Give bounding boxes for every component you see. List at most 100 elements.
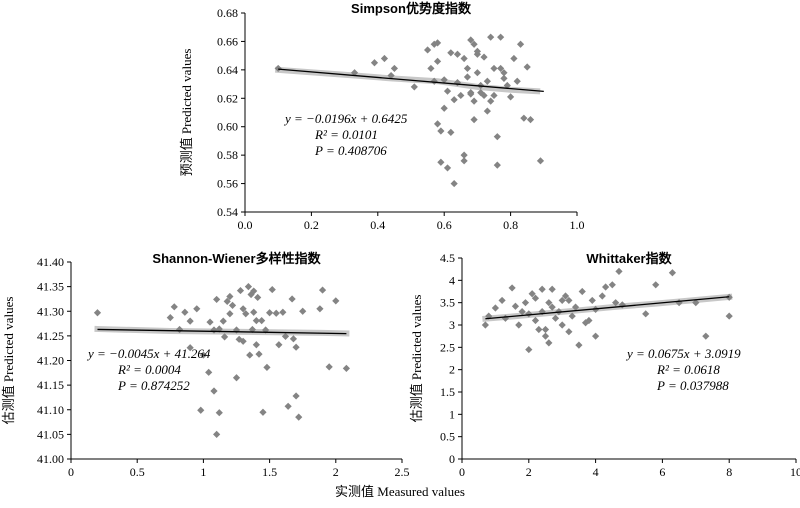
- x-tick-label: 0.6: [437, 218, 452, 232]
- data-point: [299, 307, 307, 315]
- data-point: [226, 292, 234, 301]
- data-point: [410, 83, 418, 91]
- data-point: [481, 321, 489, 329]
- y-tick-label: 3: [449, 318, 455, 332]
- data-point: [181, 308, 189, 316]
- data-point: [370, 59, 379, 67]
- data-point: [463, 64, 472, 73]
- data-point: [558, 321, 566, 329]
- data-point: [497, 33, 505, 41]
- y-tick-label: 0.54: [217, 205, 238, 219]
- data-point: [467, 90, 475, 98]
- data-point: [483, 77, 491, 85]
- data-point: [565, 296, 573, 305]
- data-point: [197, 406, 205, 414]
- x-tick-label: 0: [68, 465, 74, 479]
- data-point: [316, 305, 324, 313]
- data-point: [608, 281, 616, 289]
- x-tick-label: 4: [593, 465, 599, 479]
- y-tick-label: 0.58: [217, 148, 238, 162]
- data-point: [228, 301, 237, 309]
- x-tick-label: 0.2: [304, 218, 319, 232]
- y-tick-label: 41.00: [37, 452, 64, 466]
- data-point: [166, 314, 174, 322]
- data-point: [516, 40, 525, 48]
- x-tick-label: 0.4: [370, 218, 385, 232]
- data-point: [430, 77, 438, 85]
- data-point: [592, 332, 600, 340]
- data-point: [541, 332, 550, 340]
- data-point: [268, 285, 276, 294]
- regression-line: [278, 68, 544, 93]
- data-point: [525, 345, 533, 354]
- data-point: [252, 317, 260, 325]
- regression-equation: y = −0.0045x + 41.264: [86, 346, 211, 361]
- data-point: [210, 326, 218, 334]
- data-point: [93, 309, 102, 317]
- data-point: [480, 53, 488, 61]
- data-point: [497, 64, 505, 73]
- y-tick-label: 0.5: [440, 430, 455, 444]
- data-point: [531, 294, 540, 302]
- data-point: [487, 97, 495, 105]
- data-point: [288, 295, 296, 303]
- scatter-chart-3: 0 0.5 1 1.5 2 2.5 3 3.5 4 4.5 0 2 4 6 8 10 Whittaker指数估测…: [409, 251, 800, 479]
- r-squared-label: R² = 0.0101: [314, 127, 378, 142]
- x-tick-label: 6: [659, 465, 665, 479]
- data-point: [440, 76, 448, 84]
- data-point: [175, 325, 184, 334]
- data-point: [491, 304, 499, 312]
- data-point: [430, 40, 438, 48]
- data-point: [460, 54, 468, 63]
- data-point: [292, 392, 300, 400]
- data-point: [424, 46, 432, 54]
- y-tick-label: 4.5: [440, 251, 455, 265]
- data-point: [541, 325, 550, 334]
- data-point: [259, 408, 267, 416]
- y-tick-label: 0.56: [217, 177, 238, 191]
- data-point: [274, 64, 282, 73]
- data-point: [281, 332, 290, 340]
- data-point: [289, 335, 298, 343]
- data-point: [262, 326, 270, 334]
- data-point: [652, 281, 660, 289]
- data-point: [618, 301, 626, 309]
- data-point: [295, 413, 303, 421]
- data-point: [477, 89, 485, 97]
- data-point: [521, 299, 530, 307]
- data-point: [548, 285, 556, 293]
- p-value-label: P = 0.408706: [314, 143, 387, 158]
- x-tick-label: 1.5: [262, 465, 277, 479]
- data-point: [457, 91, 465, 100]
- data-point: [615, 267, 623, 275]
- data-point: [561, 292, 570, 300]
- chart-title: Shannon-Wiener多样性指数: [152, 251, 321, 266]
- data-point: [193, 305, 201, 313]
- x-tick-label: 0.8: [503, 218, 518, 232]
- scatter-chart-1: 0.54 0.56 0.58 0.60 0.62 0.64 0.66 0.68 0.0 0.2 0.…: [179, 1, 585, 232]
- y-tick-label: 0.62: [217, 91, 238, 105]
- data-point: [473, 47, 481, 55]
- data-point: [236, 286, 245, 295]
- data-point: [538, 308, 546, 316]
- data-point: [470, 40, 478, 48]
- y-tick-label: 41.05: [37, 427, 64, 441]
- data-point: [254, 293, 262, 302]
- data-point: [390, 64, 398, 73]
- data-point: [380, 54, 389, 63]
- regression-equation: y = 0.0675x + 3.0919: [625, 346, 741, 361]
- y-tick-label: 1.5: [440, 385, 455, 399]
- data-point: [239, 305, 247, 313]
- y-tick-label: 41.10: [37, 403, 64, 417]
- data-point: [528, 290, 536, 298]
- data-point: [470, 97, 478, 105]
- data-point: [536, 157, 545, 165]
- data-point: [565, 328, 573, 336]
- data-point: [199, 351, 207, 359]
- data-point: [460, 151, 468, 159]
- data-point: [215, 409, 223, 417]
- data-point: [258, 317, 266, 325]
- data-point: [284, 402, 292, 410]
- data-point: [485, 312, 493, 320]
